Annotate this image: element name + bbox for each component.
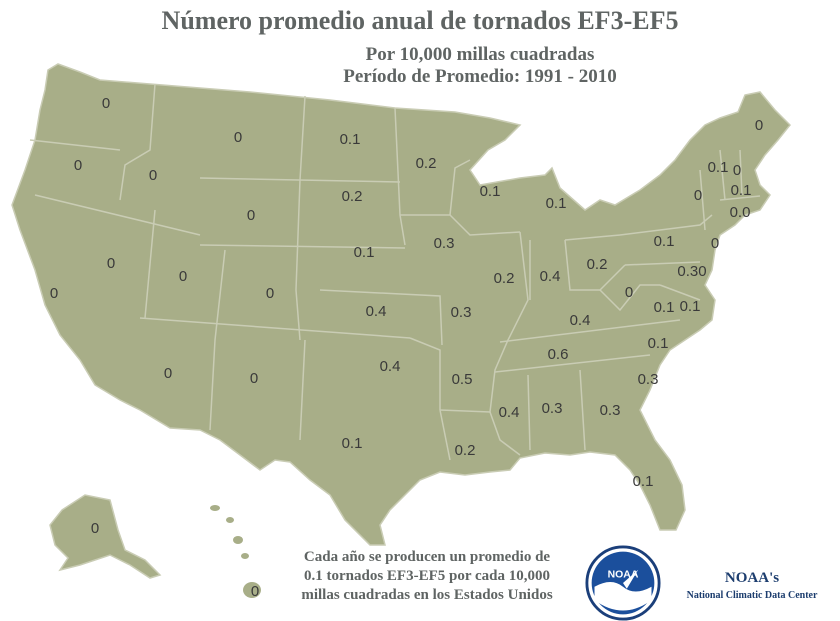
hawaii-land — [210, 505, 261, 598]
state-value-me: 0 — [755, 117, 763, 134]
state-borders — [29, 83, 761, 461]
state-value-wa: 0 — [102, 95, 110, 112]
state-value-nj: 0 — [711, 235, 719, 252]
state-value-ct-ri: 0.0 — [730, 204, 751, 221]
state-value-hi: 0 — [251, 583, 259, 600]
state-value-sc: 0.3 — [638, 371, 659, 388]
footer-note: Cada año se producen un promedio de 0.1 … — [262, 548, 592, 605]
noaa-logo-text: NOAA — [608, 569, 639, 580]
state-value-ma: 0.1 — [731, 182, 752, 199]
state-value-mt: 0 — [234, 129, 242, 146]
state-value-nm: 0 — [250, 370, 258, 387]
state-value-wv: 0 — [625, 284, 633, 301]
state-value-id: 0 — [149, 167, 157, 184]
state-value-va: 0.1 — [654, 299, 675, 316]
noaa-branding: NOAA's National Climatic Data Center — [664, 570, 840, 601]
state-value-ms: 0.4 — [499, 404, 520, 421]
state-value-mo: 0.3 — [451, 304, 472, 321]
state-value-ny: 0 — [694, 187, 702, 204]
state-value-wi: 0.1 — [480, 183, 501, 200]
state-value-de-md: 0.30 — [677, 263, 706, 280]
state-value-oh: 0.2 — [587, 256, 608, 273]
alaska-land — [49, 494, 162, 579]
state-value-vt: 0.1 — [708, 159, 729, 176]
subtitle-units: Por 10,000 millas cuadradas — [365, 44, 595, 65]
footer-line-3: millas cuadradas en los Estados Unidos — [301, 587, 553, 603]
noaa-logo-icon: NOAA — [585, 545, 661, 621]
state-value-ks: 0.4 — [366, 303, 387, 320]
state-value-ca: 0 — [50, 285, 58, 302]
state-value-ia: 0.3 — [434, 235, 455, 252]
state-value-mn: 0.2 — [416, 155, 437, 172]
state-value-nh: 0 — [733, 162, 741, 179]
state-value-ok: 0.4 — [380, 358, 401, 375]
state-value-ga: 0.3 — [600, 402, 621, 419]
noaa-org-name: National Climatic Data Center — [686, 590, 818, 601]
state-value-la: 0.2 — [455, 442, 476, 459]
state-value-tn: 0.6 — [548, 346, 569, 363]
map-subtitle: Por 10,000 millas cuadradas Período de P… — [300, 44, 660, 88]
state-value-md: 0.1 — [680, 298, 701, 315]
state-value-ak: 0 — [91, 520, 99, 537]
state-value-ky: 0.4 — [570, 312, 591, 329]
state-value-az: 0 — [164, 365, 172, 382]
state-value-ne: 0.1 — [354, 244, 375, 261]
state-value-co: 0 — [266, 285, 274, 302]
footer-line-1: Cada año se producen un promedio de — [303, 549, 551, 565]
state-value-nc: 0.1 — [648, 335, 669, 352]
state-value-in: 0.4 — [540, 268, 561, 285]
state-value-tx: 0.1 — [342, 435, 363, 452]
state-value-nv: 0 — [107, 255, 115, 272]
state-value-nd: 0.1 — [340, 131, 361, 148]
state-value-ut: 0 — [179, 268, 187, 285]
state-value-mi: 0.1 — [546, 195, 567, 212]
state-value-or: 0 — [74, 157, 82, 174]
contiguous-us-land — [11, 63, 792, 546]
footer-line-2: 0.1 tornados EF3-EF5 por cada 10,000 — [304, 568, 550, 584]
state-value-labels: 0 0 0 0 0.1 0.2 0 0.2 0.1 0.1 0 0 0 0.1 … — [50, 95, 763, 600]
state-value-wy: 0 — [247, 207, 255, 224]
state-value-pa: 0.1 — [654, 233, 675, 250]
state-value-sd: 0.2 — [342, 188, 363, 205]
state-value-ar: 0.5 — [452, 371, 473, 388]
state-value-al: 0.3 — [542, 400, 563, 417]
subtitle-period: Período de Promedio: 1991 - 2010 — [343, 66, 617, 87]
noaa-short-name: NOAA's — [724, 570, 780, 586]
map-title: Número promedio anual de tornados EF3-EF… — [161, 6, 679, 35]
state-value-il: 0.2 — [494, 270, 515, 287]
state-value-fl: 0.1 — [633, 473, 654, 490]
